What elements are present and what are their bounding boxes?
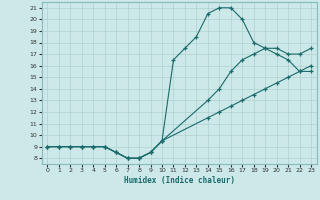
X-axis label: Humidex (Indice chaleur): Humidex (Indice chaleur) xyxy=(124,176,235,185)
